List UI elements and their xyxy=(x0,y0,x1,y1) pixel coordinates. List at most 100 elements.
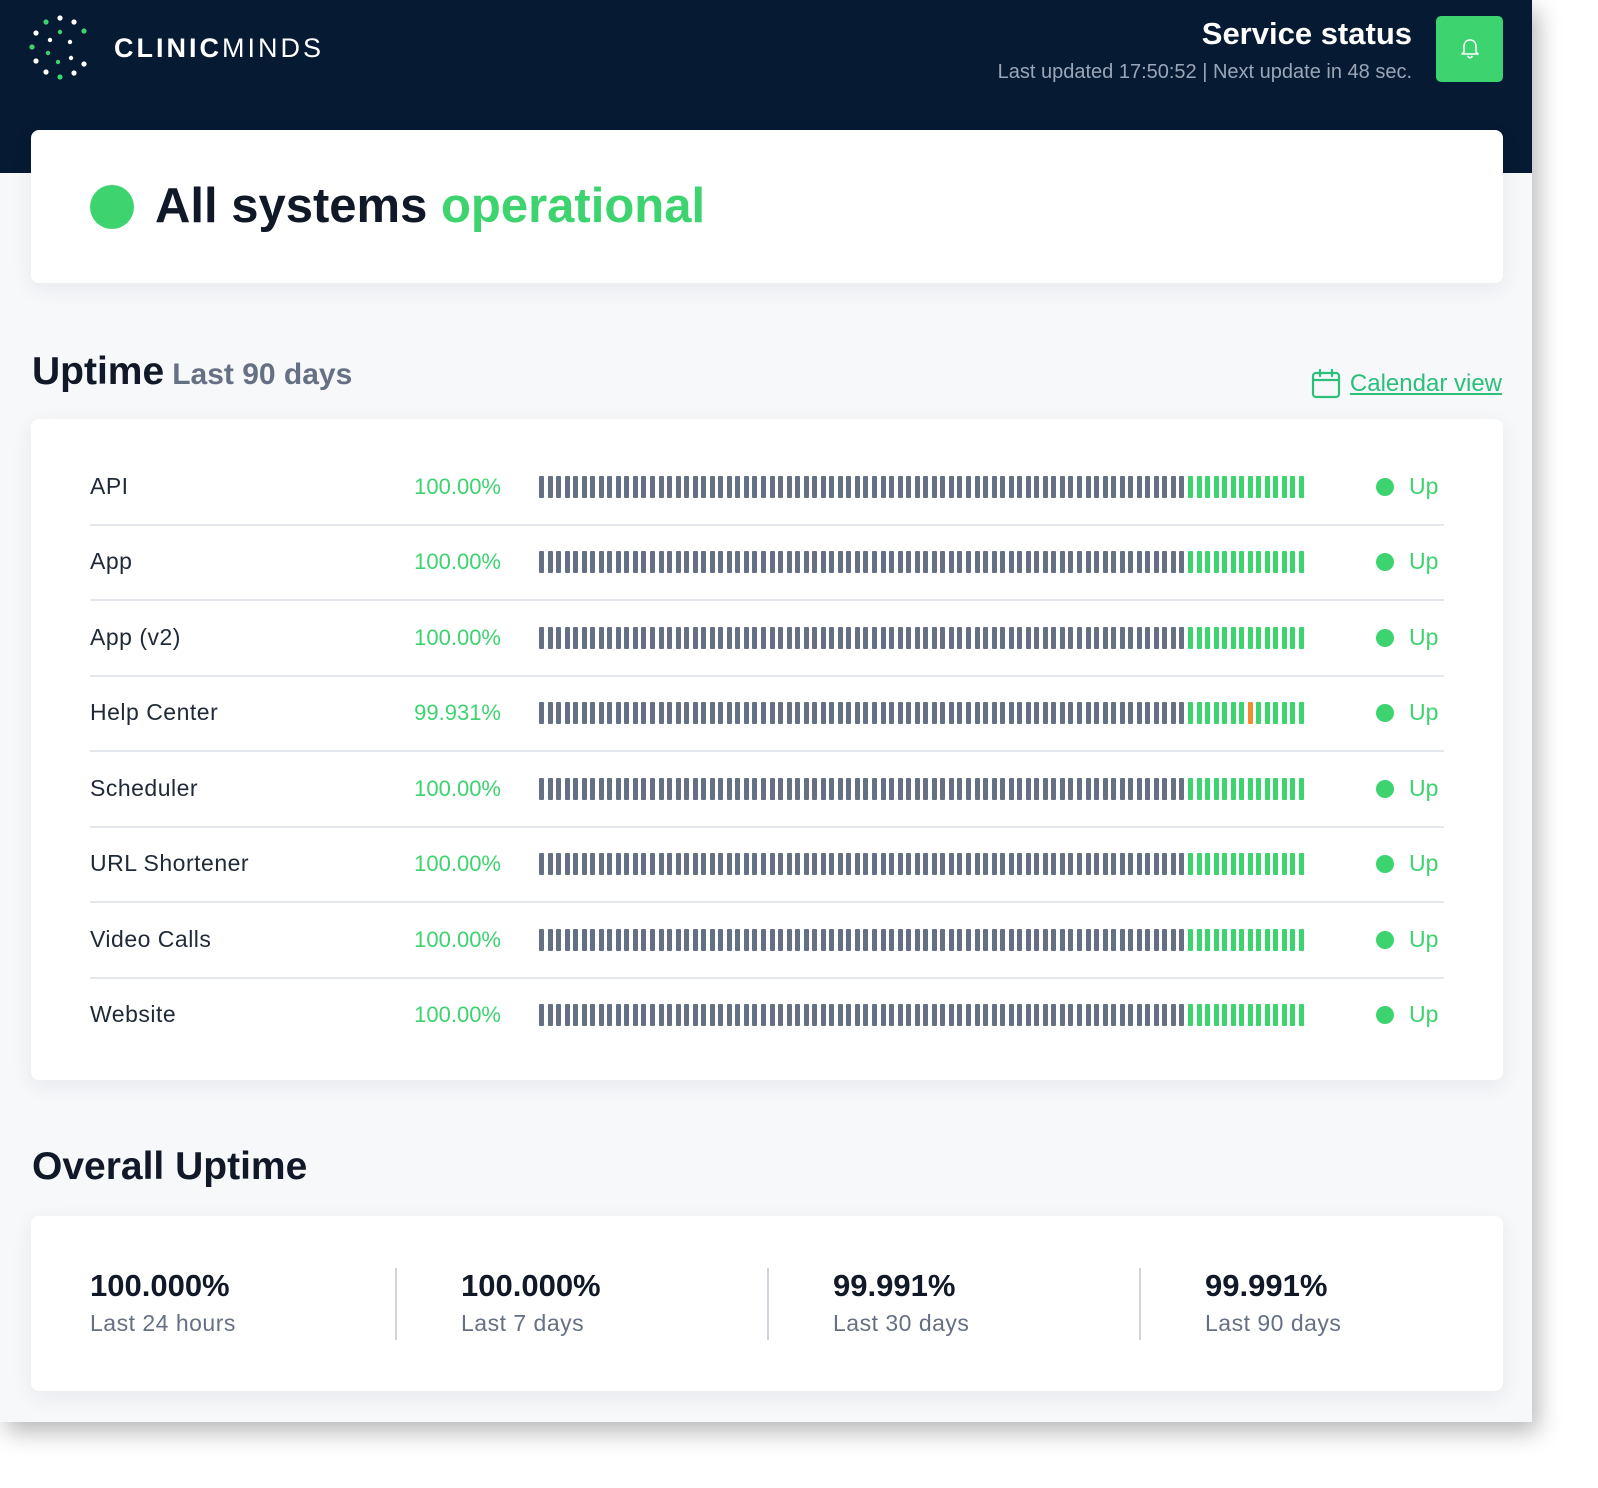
uptime-bar-no-data[interactable] xyxy=(820,929,826,951)
uptime-bar-no-data[interactable] xyxy=(1102,778,1108,800)
uptime-bar-no-data[interactable] xyxy=(718,1004,724,1026)
uptime-bar-no-data[interactable] xyxy=(914,1004,920,1026)
uptime-bar-no-data[interactable] xyxy=(650,551,655,573)
uptime-bar-up[interactable] xyxy=(1264,702,1270,724)
uptime-bar-no-data[interactable] xyxy=(1162,476,1168,498)
uptime-bar-no-data[interactable] xyxy=(1128,551,1134,573)
uptime-bar-up[interactable] xyxy=(1239,551,1245,573)
uptime-bar-up[interactable] xyxy=(1273,702,1279,724)
uptime-bar-up[interactable] xyxy=(1196,551,1202,573)
uptime-bar-no-data[interactable] xyxy=(931,853,937,875)
uptime-bar-no-data[interactable] xyxy=(983,1004,989,1026)
uptime-bar-no-data[interactable] xyxy=(590,778,596,800)
uptime-bar-no-data[interactable] xyxy=(641,702,647,724)
uptime-bar-no-data[interactable] xyxy=(761,778,767,800)
uptime-bar-up[interactable] xyxy=(1299,476,1304,498)
uptime-bar-no-data[interactable] xyxy=(581,1004,587,1026)
uptime-bar-up[interactable] xyxy=(1196,627,1202,649)
uptime-bar-no-data[interactable] xyxy=(957,778,963,800)
uptime-bar-no-data[interactable] xyxy=(590,476,596,498)
uptime-bar-no-data[interactable] xyxy=(889,1004,895,1026)
uptime-bar-no-data[interactable] xyxy=(667,929,673,951)
uptime-bar-no-data[interactable] xyxy=(1076,853,1082,875)
uptime-bar-no-data[interactable] xyxy=(897,929,903,951)
uptime-bar-no-data[interactable] xyxy=(812,627,818,649)
uptime-bar-no-data[interactable] xyxy=(1008,1004,1014,1026)
uptime-bar-no-data[interactable] xyxy=(607,778,613,800)
uptime-bar-no-data[interactable] xyxy=(607,476,613,498)
uptime-bar-no-data[interactable] xyxy=(769,1004,775,1026)
uptime-bar-up[interactable] xyxy=(1290,929,1296,951)
uptime-bar-no-data[interactable] xyxy=(752,627,758,649)
uptime-bar-up[interactable] xyxy=(1196,1004,1202,1026)
uptime-bar-no-data[interactable] xyxy=(1059,853,1065,875)
uptime-bar-no-data[interactable] xyxy=(1145,627,1151,649)
uptime-bar-no-data[interactable] xyxy=(752,702,758,724)
uptime-bar-no-data[interactable] xyxy=(743,929,749,951)
uptime-bars[interactable] xyxy=(539,778,1304,800)
uptime-bar-no-data[interactable] xyxy=(778,853,784,875)
uptime-bar-no-data[interactable] xyxy=(1076,551,1082,573)
uptime-bar-no-data[interactable] xyxy=(1017,853,1023,875)
uptime-bar-no-data[interactable] xyxy=(581,476,587,498)
uptime-bar-up[interactable] xyxy=(1299,929,1304,951)
uptime-bar-no-data[interactable] xyxy=(598,929,604,951)
uptime-bar-no-data[interactable] xyxy=(726,476,732,498)
uptime-bar-no-data[interactable] xyxy=(846,778,852,800)
uptime-bar-no-data[interactable] xyxy=(1034,929,1040,951)
uptime-bar-no-data[interactable] xyxy=(547,929,553,951)
uptime-bar-no-data[interactable] xyxy=(1025,551,1031,573)
uptime-bar-no-data[interactable] xyxy=(743,551,749,573)
uptime-bar-no-data[interactable] xyxy=(795,476,801,498)
uptime-bar-no-data[interactable] xyxy=(923,627,929,649)
uptime-bar-no-data[interactable] xyxy=(769,853,775,875)
uptime-bar-no-data[interactable] xyxy=(1111,702,1117,724)
uptime-bar-no-data[interactable] xyxy=(889,778,895,800)
uptime-bar-no-data[interactable] xyxy=(786,476,792,498)
uptime-bar-no-data[interactable] xyxy=(539,853,544,875)
uptime-bar-no-data[interactable] xyxy=(931,1004,937,1026)
uptime-bar-no-data[interactable] xyxy=(709,778,715,800)
uptime-bar-no-data[interactable] xyxy=(1068,702,1074,724)
uptime-bar-no-data[interactable] xyxy=(641,476,647,498)
uptime-bar-up[interactable] xyxy=(1281,778,1287,800)
uptime-bar-no-data[interactable] xyxy=(556,778,562,800)
uptime-bar-up[interactable] xyxy=(1290,1004,1296,1026)
uptime-bar-no-data[interactable] xyxy=(948,778,954,800)
uptime-bar-no-data[interactable] xyxy=(948,702,954,724)
uptime-bar-no-data[interactable] xyxy=(940,476,946,498)
uptime-bar-no-data[interactable] xyxy=(632,702,638,724)
uptime-bar-up[interactable] xyxy=(1187,1004,1193,1026)
uptime-bar-up[interactable] xyxy=(1222,476,1228,498)
uptime-bar-no-data[interactable] xyxy=(906,853,912,875)
uptime-bar-no-data[interactable] xyxy=(667,551,673,573)
uptime-bar-no-data[interactable] xyxy=(556,1004,562,1026)
uptime-bar-no-data[interactable] xyxy=(872,627,878,649)
uptime-bar-no-data[interactable] xyxy=(573,627,579,649)
uptime-bar-no-data[interactable] xyxy=(1145,853,1151,875)
uptime-bar-no-data[interactable] xyxy=(761,853,767,875)
uptime-bar-no-data[interactable] xyxy=(1051,778,1057,800)
uptime-bar-no-data[interactable] xyxy=(1170,702,1176,724)
uptime-bar-no-data[interactable] xyxy=(991,476,997,498)
uptime-bar-no-data[interactable] xyxy=(778,627,784,649)
uptime-bar-no-data[interactable] xyxy=(1059,476,1065,498)
uptime-bar-no-data[interactable] xyxy=(1076,1004,1082,1026)
uptime-bar-no-data[interactable] xyxy=(1128,476,1134,498)
uptime-bar-no-data[interactable] xyxy=(743,702,749,724)
uptime-bar-no-data[interactable] xyxy=(1034,778,1040,800)
uptime-bar-no-data[interactable] xyxy=(1145,1004,1151,1026)
uptime-bar-no-data[interactable] xyxy=(1153,853,1159,875)
uptime-bar-no-data[interactable] xyxy=(607,1004,613,1026)
uptime-bar-up[interactable] xyxy=(1213,1004,1219,1026)
uptime-bar-no-data[interactable] xyxy=(735,627,741,649)
uptime-bar-no-data[interactable] xyxy=(1068,627,1074,649)
uptime-bar-no-data[interactable] xyxy=(914,853,920,875)
uptime-bar-no-data[interactable] xyxy=(1000,627,1006,649)
uptime-bar-no-data[interactable] xyxy=(863,853,869,875)
uptime-bar-no-data[interactable] xyxy=(914,627,920,649)
uptime-bar-no-data[interactable] xyxy=(709,476,715,498)
uptime-bar-up[interactable] xyxy=(1299,702,1304,724)
uptime-bar-no-data[interactable] xyxy=(1179,778,1185,800)
uptime-bar-no-data[interactable] xyxy=(573,778,579,800)
